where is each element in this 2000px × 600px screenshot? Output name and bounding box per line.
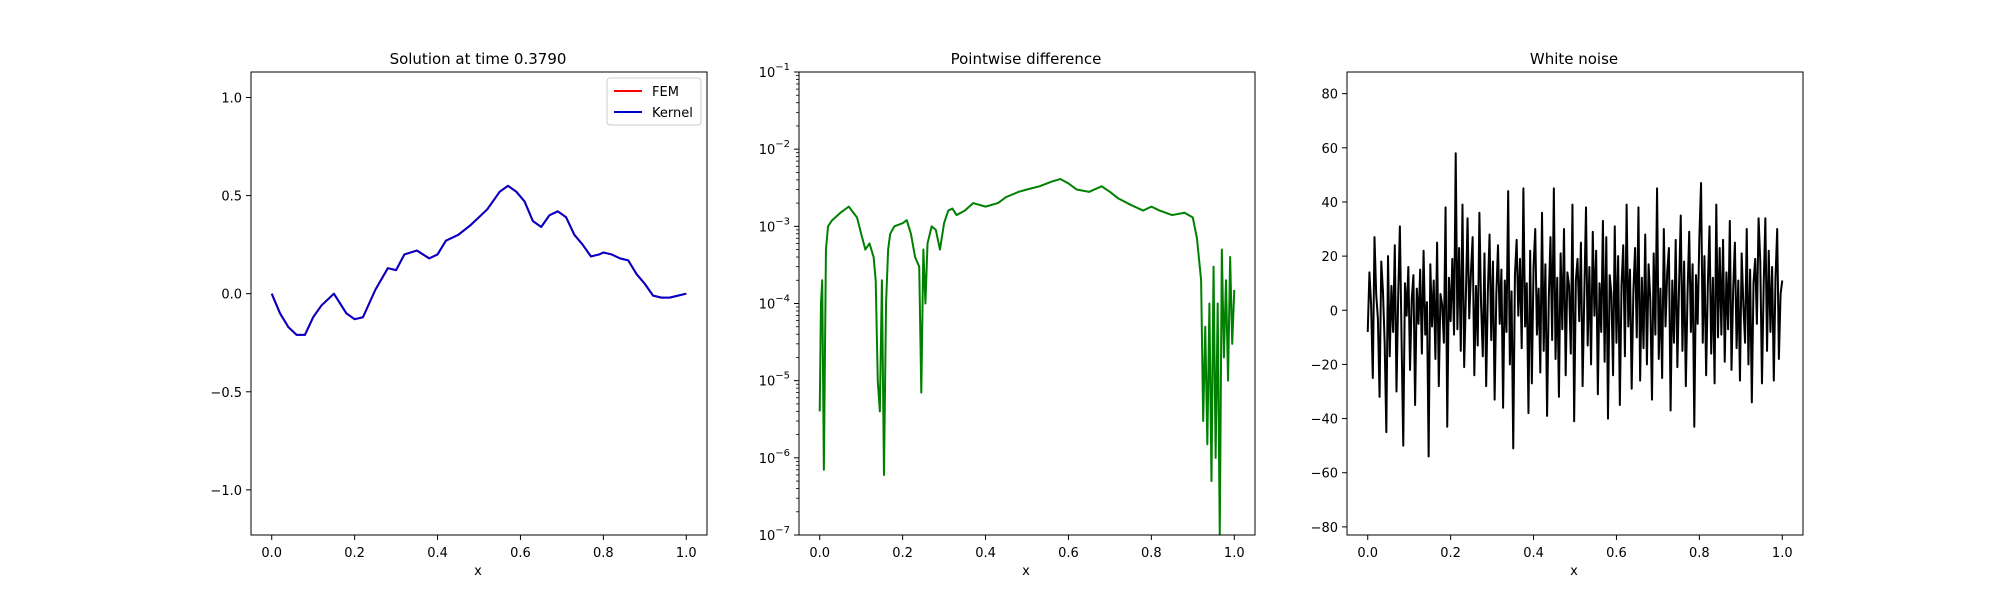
panel-pointwise-difference: Pointwise difference 0.0 0.2 0.4 0.6 0.8 1.0 1… (759, 50, 1256, 579)
x-tick-label: 1.0 (676, 546, 697, 561)
x-tick-label: 0.2 (1440, 546, 1461, 561)
plot-area-white-noise: 0.0 0.2 0.4 0.6 0.8 1.0 −80 −60 −40 −20 0 20 40 60 80 (1311, 71, 1804, 561)
axes-frame (250, 71, 708, 536)
x-tick-label: 0.4 (1523, 546, 1544, 561)
panel-solution: Solution at time 0.3790 0.0 0.2 0.4 0.6 0.8 1… (210, 50, 708, 579)
y-tick-label: 10−6 (759, 448, 790, 467)
kernel-series-line (270, 184, 687, 336)
y-tick-label: 0.0 (221, 288, 242, 303)
y-tick-label: −1.0 (210, 484, 242, 499)
y-tick-label: −20 (1311, 358, 1338, 373)
x-tick-label: 0.6 (1058, 546, 1079, 561)
x-tick-label: 0.8 (593, 546, 614, 561)
chart-title: Solution at time 0.3790 (390, 50, 567, 68)
x-tick-label: 0.0 (1357, 546, 1378, 561)
x-tick-label: 0.2 (344, 546, 365, 561)
y-tick-label: −60 (1311, 467, 1338, 482)
y-tick-label: 0 (1330, 304, 1338, 319)
chart-title: White noise (1530, 50, 1618, 68)
x-tick-label: 0.8 (1689, 546, 1710, 561)
data-series-line (818, 178, 1236, 535)
x-tick-label: 1.0 (1224, 546, 1245, 561)
y-tick-label: 20 (1321, 250, 1338, 265)
data-series-line (1366, 152, 1784, 458)
x-tick-label: 0.0 (261, 546, 282, 561)
x-tick-label: 0.4 (975, 546, 996, 561)
y-tick-label: 10−1 (759, 62, 790, 81)
x-axis-label: x (1022, 564, 1030, 579)
legend-label-kernel: Kernel (652, 106, 693, 121)
x-axis-label: x (474, 564, 482, 579)
x-tick-label: 1.0 (1772, 546, 1793, 561)
legend: FEM Kernel (606, 77, 702, 126)
y-tick-label: 1.0 (221, 92, 242, 107)
x-tick-label: 0.6 (510, 546, 531, 561)
x-tick-label: 0.6 (1606, 546, 1627, 561)
x-tick-label: 0.2 (892, 546, 913, 561)
y-tick-label: 10−3 (759, 216, 790, 235)
legend-label-fem: FEM (652, 85, 679, 100)
legend-box (606, 77, 702, 126)
x-axis-label: x (1570, 564, 1578, 579)
y-tick-label: −40 (1311, 413, 1338, 428)
x-tick-label: 0.4 (427, 546, 448, 561)
y-tick-label: 0.5 (221, 190, 242, 205)
x-tick-label: 0.8 (1141, 546, 1162, 561)
chart-title: Pointwise difference (951, 50, 1102, 68)
x-tick-label: 0.0 (809, 546, 830, 561)
y-tick-label: 10−7 (759, 525, 790, 544)
y-tick-label: 10−5 (759, 371, 790, 390)
y-tick-label: 40 (1321, 196, 1338, 211)
y-tick-label: 10−4 (759, 294, 790, 313)
y-tick-label: −80 (1311, 521, 1338, 536)
y-tick-label: 80 (1321, 88, 1338, 103)
y-tick-label: −0.5 (210, 386, 242, 401)
plot-area-difference: 0.0 0.2 0.4 0.6 0.8 1.0 10−7 10−6 10−5 10−4 10−3 10… (759, 62, 1256, 561)
axes-frame (1346, 71, 1804, 536)
y-tick-label: 60 (1321, 142, 1338, 157)
y-tick-label: 10−2 (759, 139, 790, 158)
panel-white-noise: White noise 0.0 0.2 0.4 0.6 0.8 1.0 −80 −60 −40 −… (1311, 50, 1804, 579)
plot-area-solution: 0.0 0.2 0.4 0.6 0.8 1.0 −1.0 −0.5 0.0 0.5 1.0 (210, 71, 708, 561)
